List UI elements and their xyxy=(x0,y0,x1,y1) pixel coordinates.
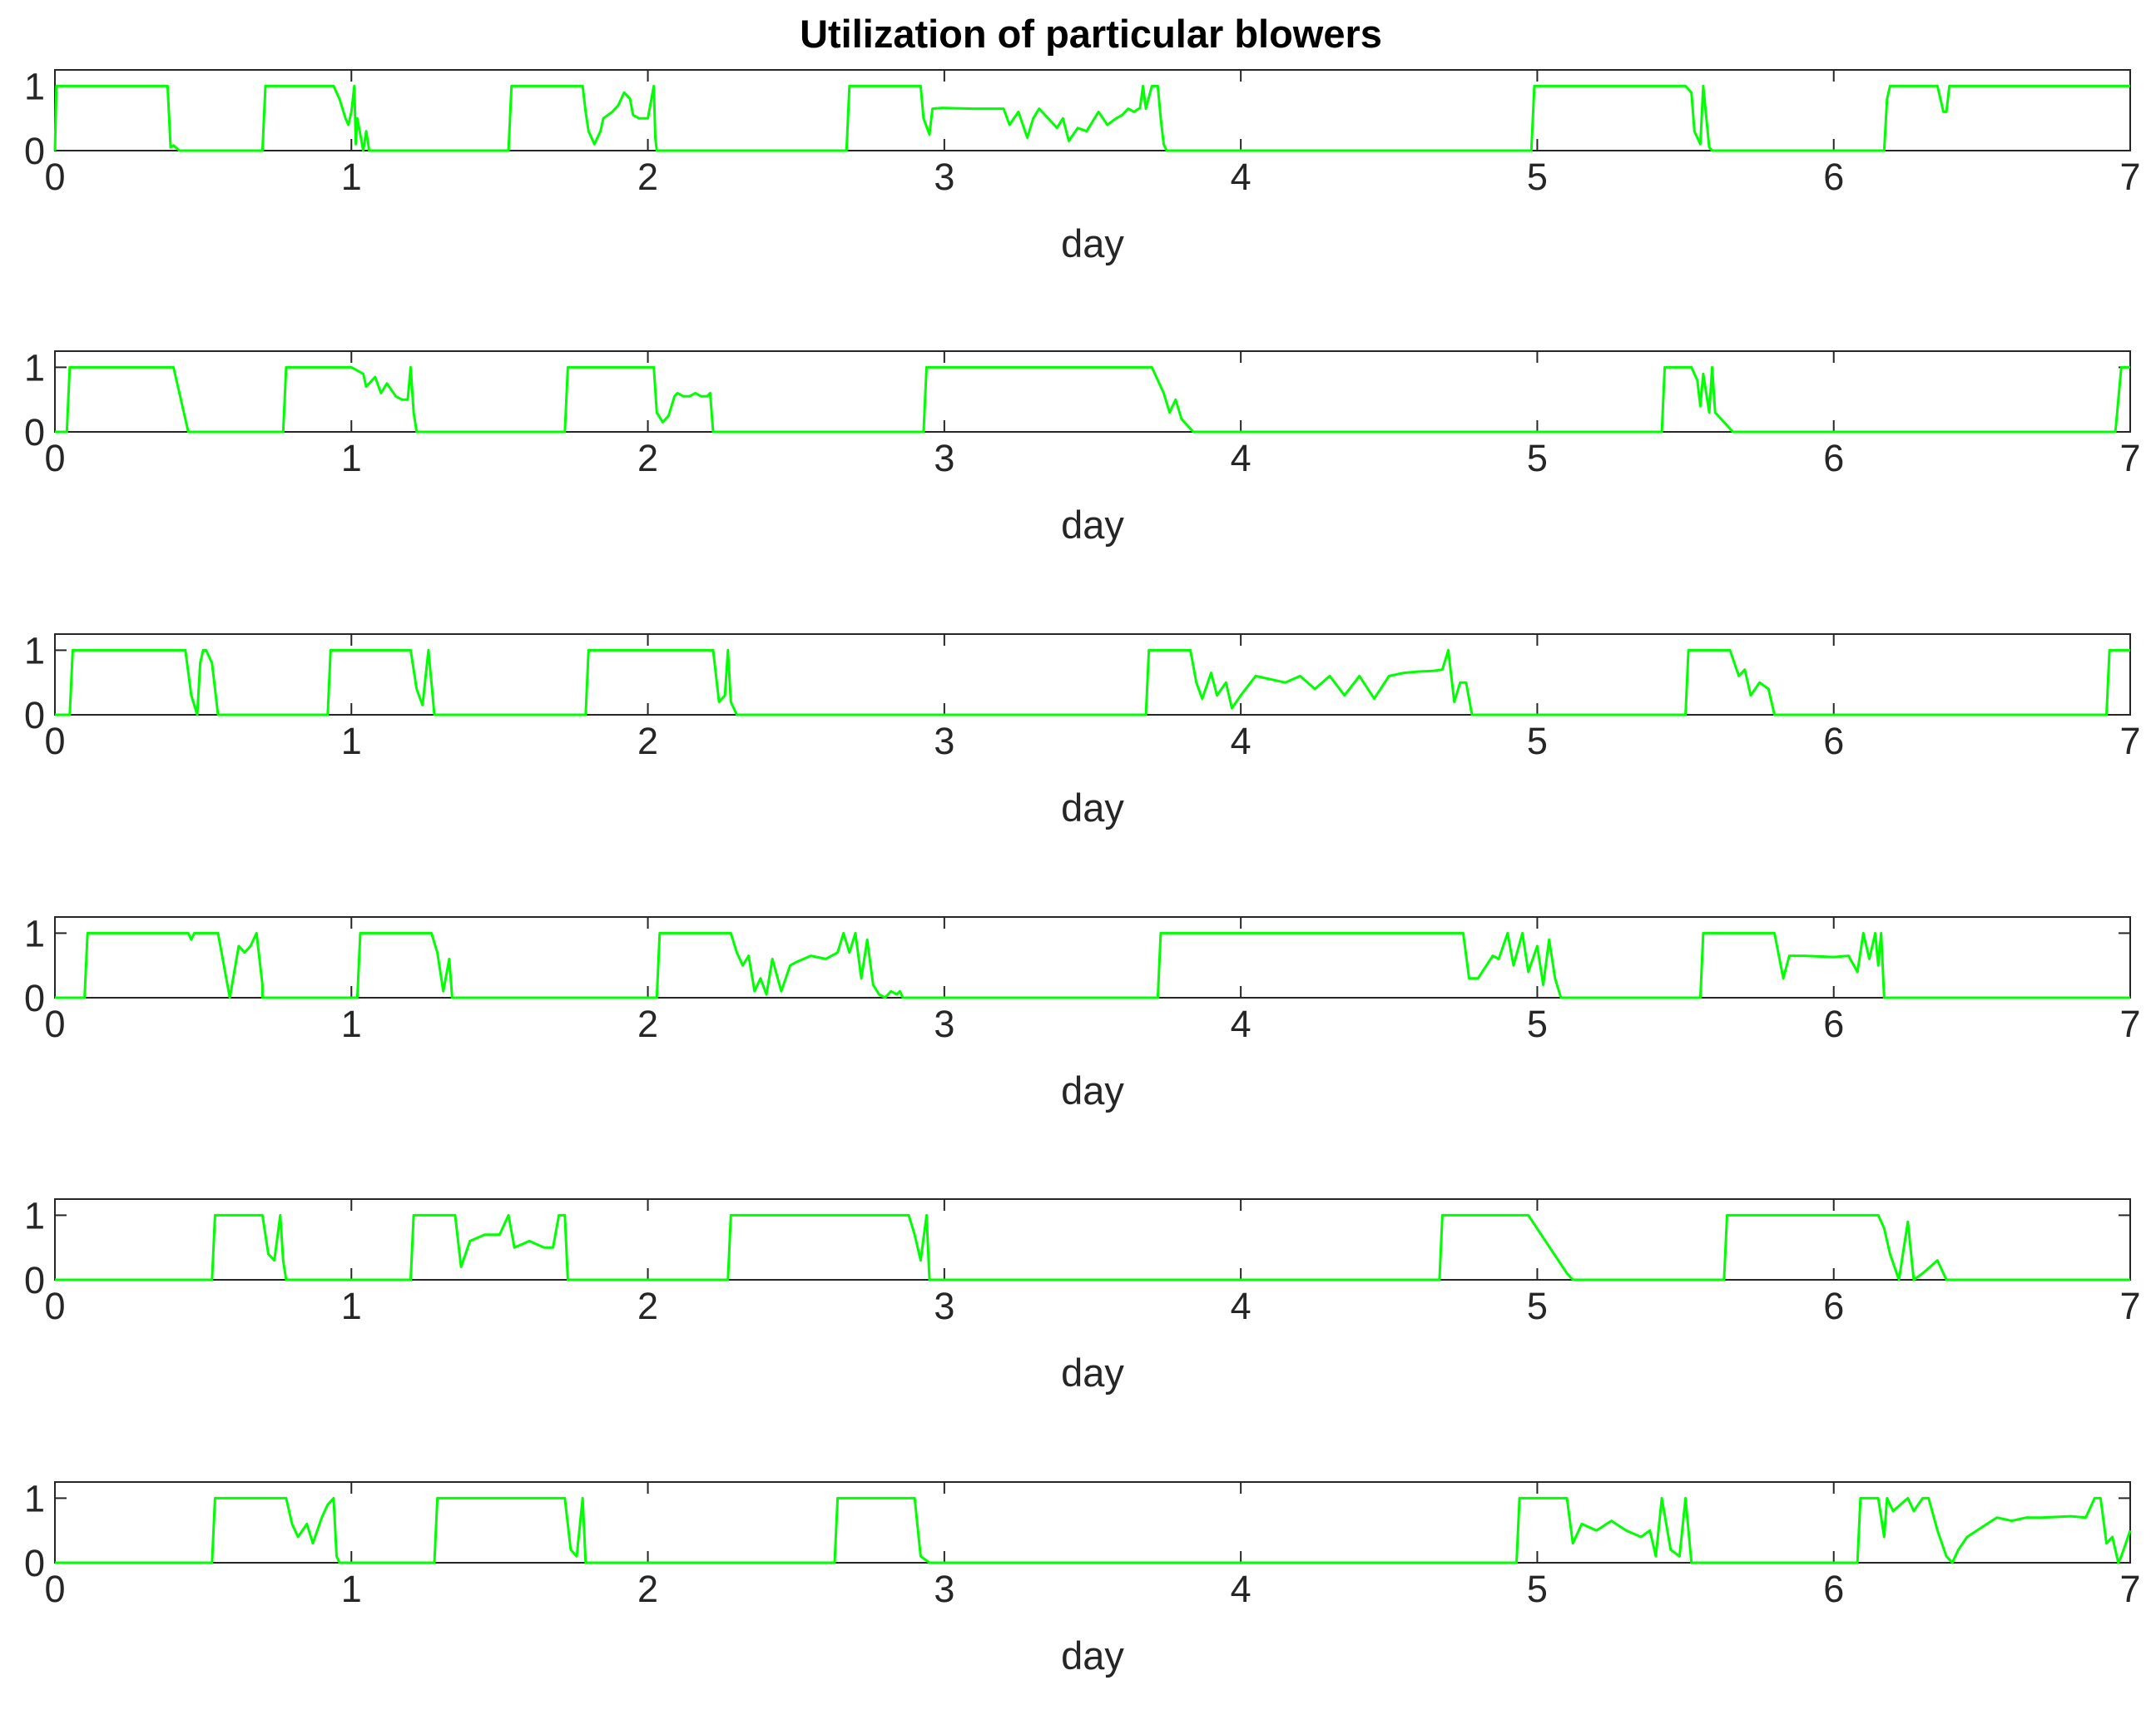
utilization-line xyxy=(53,84,2130,152)
x-tick-label: 4 xyxy=(1231,1568,1251,1610)
subplot-2: 0 1 2 3 4 5 6 7 0 1 day xyxy=(24,346,2141,547)
x-tick-label: 3 xyxy=(934,1003,954,1045)
x-tick-label: 3 xyxy=(934,156,954,198)
x-tick-label: 6 xyxy=(1823,1568,1844,1610)
y-tick-label: 0 xyxy=(24,130,45,172)
x-axis-label: day xyxy=(1061,786,1124,830)
x-tick-label: 1 xyxy=(341,437,362,479)
x-tick-label: 4 xyxy=(1231,1285,1251,1327)
x-tick-label: 4 xyxy=(1231,156,1251,198)
x-tick-label: 2 xyxy=(637,1568,658,1610)
x-tick-label: 0 xyxy=(44,1003,65,1045)
x-tick-label: 4 xyxy=(1231,720,1251,762)
utilization-line xyxy=(55,648,2130,716)
x-axis-label: day xyxy=(1061,503,1124,547)
y-tick-label: 1 xyxy=(24,1194,45,1237)
x-tick-label: 7 xyxy=(2119,156,2140,198)
x-tick-label: 3 xyxy=(934,720,954,762)
x-tick-label: 7 xyxy=(2119,1003,2140,1045)
subplot-6: 0 1 2 3 4 5 6 7 0 1 day xyxy=(24,1477,2141,1678)
x-tick-label: 0 xyxy=(44,1568,65,1610)
chart-title: Utilization of particular blowers xyxy=(800,12,1382,56)
x-tick-label: 5 xyxy=(1527,1003,1548,1045)
x-tick-label: 3 xyxy=(934,1285,954,1327)
x-tick-label: 6 xyxy=(1823,437,1844,479)
x-tick-label: 6 xyxy=(1823,720,1844,762)
subplot-1: 0 1 2 3 4 5 6 7 0 1 day xyxy=(24,65,2141,265)
x-tick-label: 3 xyxy=(934,1568,954,1610)
y-tick-label: 0 xyxy=(24,1542,45,1584)
utilization-line xyxy=(55,1496,2132,1564)
x-tick-label: 0 xyxy=(44,1285,65,1327)
subplot-3: 0 1 2 3 4 5 6 7 0 1 day xyxy=(24,629,2141,830)
axes-box xyxy=(54,1198,2131,1281)
x-tick-label: 5 xyxy=(1527,437,1548,479)
x-tick-label: 2 xyxy=(637,437,658,479)
x-tick-label: 2 xyxy=(637,156,658,198)
x-tick-label: 0 xyxy=(44,720,65,762)
x-tick-label: 1 xyxy=(341,720,362,762)
x-tick-label: 1 xyxy=(341,156,362,198)
x-axis-label: day xyxy=(1061,1351,1124,1395)
y-tick-label: 0 xyxy=(24,977,45,1019)
subplot-5: 0 1 2 3 4 5 6 7 0 1 day xyxy=(24,1194,2141,1395)
y-tick-label: 0 xyxy=(24,1259,45,1301)
x-axis-label: day xyxy=(1061,1068,1124,1113)
y-tick-label: 1 xyxy=(24,1477,45,1519)
y-tick-label: 1 xyxy=(24,346,45,389)
x-tick-label: 5 xyxy=(1527,1568,1548,1610)
x-axis-label: day xyxy=(1061,221,1124,265)
y-tick-label: 0 xyxy=(24,411,45,454)
x-tick-label: 4 xyxy=(1231,1003,1251,1045)
x-tick-label: 2 xyxy=(637,1003,658,1045)
x-axis-label: day xyxy=(1061,1633,1124,1678)
x-tick-label: 2 xyxy=(637,1285,658,1327)
x-tick-label: 5 xyxy=(1527,156,1548,198)
utilization-line xyxy=(55,931,2130,999)
x-tick-label: 5 xyxy=(1527,720,1548,762)
axes-box xyxy=(54,350,2131,433)
axes-box xyxy=(54,633,2131,716)
x-tick-label: 6 xyxy=(1823,156,1844,198)
x-tick-label: 0 xyxy=(44,437,65,479)
y-tick-label: 1 xyxy=(24,65,45,107)
utilization-line xyxy=(55,1213,2130,1281)
x-tick-label: 1 xyxy=(341,1285,362,1327)
x-tick-label: 7 xyxy=(2119,1568,2140,1610)
subplot-4: 0 1 2 3 4 5 6 7 0 1 day xyxy=(24,912,2141,1113)
axes-box xyxy=(54,1481,2131,1564)
x-tick-label: 5 xyxy=(1527,1285,1548,1327)
x-tick-label: 7 xyxy=(2119,437,2140,479)
x-tick-label: 1 xyxy=(341,1003,362,1045)
y-tick-label: 1 xyxy=(24,912,45,954)
x-tick-label: 7 xyxy=(2119,1285,2140,1327)
x-tick-label: 3 xyxy=(934,437,954,479)
y-tick-label: 0 xyxy=(24,694,45,736)
x-tick-label: 1 xyxy=(341,1568,362,1610)
x-tick-label: 4 xyxy=(1231,437,1251,479)
x-tick-label: 6 xyxy=(1823,1285,1844,1327)
x-tick-label: 6 xyxy=(1823,1003,1844,1045)
y-tick-label: 1 xyxy=(24,629,45,672)
x-tick-label: 7 xyxy=(2119,720,2140,762)
x-tick-label: 0 xyxy=(44,156,65,198)
x-tick-label: 2 xyxy=(637,720,658,762)
utilization-line xyxy=(55,365,2130,434)
